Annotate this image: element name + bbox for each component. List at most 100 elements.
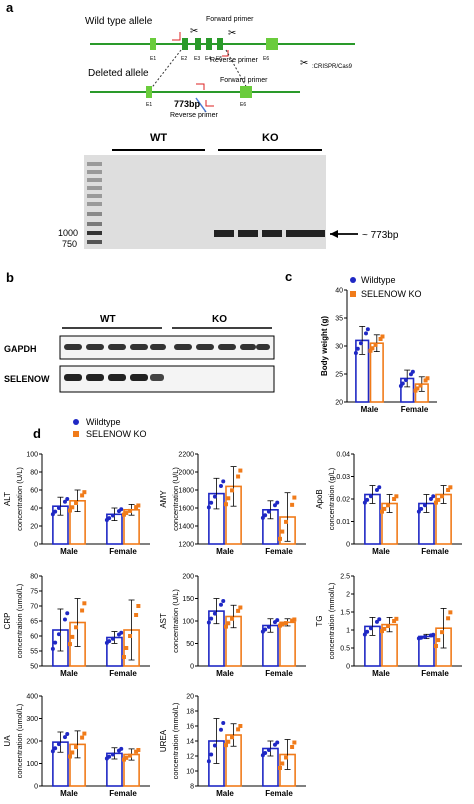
data-point — [263, 513, 268, 518]
data-point — [238, 468, 243, 473]
data-point — [382, 506, 387, 511]
data-point — [419, 506, 424, 511]
y-tick-label: 80 — [30, 574, 38, 581]
panel-a-letter: a — [6, 0, 14, 15]
blot-ko-label: KO — [212, 314, 227, 325]
data-point — [377, 485, 382, 490]
y-tick-label: 50 — [186, 641, 194, 648]
data-point — [374, 488, 379, 492]
data-point — [53, 509, 58, 514]
y-axis-label: UA — [3, 735, 12, 747]
tg-chart: 0 0.5 1 1.5 2 2.5 TG concentration (mmol/L) Male… — [315, 574, 462, 678]
data-point — [280, 529, 285, 534]
y-tick-label: 60 — [30, 488, 38, 495]
data-point — [278, 623, 282, 628]
data-point — [290, 745, 295, 749]
data-point — [380, 629, 384, 634]
y-tick-label: 0 — [34, 784, 38, 791]
y-tick-label: 2200 — [178, 452, 194, 459]
ua-chart: 0 100 200 300 400 UA concentration (umol/L) Mal… — [3, 694, 150, 798]
data-point — [212, 494, 217, 499]
reverse-primer-label: Reverse primer — [210, 57, 259, 64]
deleted-allele-label: Deleted allele — [88, 68, 149, 79]
y-tick-label: 18 — [186, 709, 194, 716]
data-point — [226, 739, 231, 744]
y-axis-unit: concentration (umol/L) — [15, 703, 24, 778]
x-tick-label: Female — [109, 669, 137, 678]
data-point — [398, 384, 403, 389]
y-tick-label: 1.5 — [340, 610, 350, 617]
y-tick-label: 100 — [26, 761, 38, 768]
y-tick-label: 0.02 — [336, 497, 350, 504]
panel-d-legend: Wildtype SELENOW KO — [73, 417, 147, 439]
data-point — [212, 611, 217, 616]
reverse-primer-label: Reverse primer — [170, 112, 219, 119]
data-point — [124, 511, 129, 516]
x-tick-label: Male — [216, 789, 234, 798]
selenow-label: SELENOW — [4, 374, 50, 384]
panel-a: a Wild type allele E1 E2 E3 E4 E5 E6 For… — [6, 0, 399, 249]
data-point — [365, 497, 370, 502]
data-point — [394, 616, 399, 621]
data-point — [230, 735, 235, 740]
legend-wildtype-marker — [350, 277, 356, 283]
exon-label: E4 — [205, 56, 211, 62]
data-point — [440, 494, 445, 499]
body-weight-chart: 20 25 30 35 40 Body weight (g) Male Female — [320, 288, 437, 414]
x-tick-label: Male — [372, 547, 390, 556]
data-point — [278, 536, 282, 541]
y-tick-label: 200 — [26, 739, 38, 746]
data-point — [50, 749, 55, 754]
data-point — [209, 752, 214, 757]
band-size-label: ~ 773bp — [362, 230, 399, 241]
data-point — [74, 625, 79, 630]
exon-e1-del — [146, 86, 152, 98]
data-point — [434, 644, 438, 649]
x-tick-label: Male — [60, 547, 78, 556]
y-axis-label: CRP — [3, 613, 12, 630]
data-point — [128, 753, 133, 758]
data-point — [56, 632, 61, 637]
data-point — [278, 766, 282, 770]
band-arrowhead — [330, 230, 338, 238]
y-tick-label: 200 — [182, 574, 194, 581]
data-point — [292, 617, 297, 622]
exon-e1-wt — [150, 38, 156, 50]
data-point — [266, 509, 271, 514]
exon-e3-wt — [195, 38, 201, 50]
data-point — [280, 761, 285, 766]
data-point — [70, 634, 75, 639]
ladder-750-label: 750 — [62, 239, 77, 249]
data-point — [136, 604, 141, 608]
y-tick-label: 2 — [346, 592, 350, 599]
data-point — [209, 616, 214, 621]
data-point — [122, 512, 126, 517]
y-tick-label: 1400 — [178, 524, 194, 531]
y-tick-label: 40 — [335, 288, 343, 295]
reverse-primer-arrow — [205, 100, 214, 107]
crp-chart: 50 55 60 65 70 75 80 CRP concentration (umol/L) M… — [3, 574, 150, 678]
panel-d-letter: d — [33, 426, 41, 441]
forward-primer-arrow — [196, 83, 205, 90]
data-point — [80, 735, 85, 740]
data-point — [284, 755, 289, 760]
panel-b: b WT KO GAPDH SELENOW — [4, 270, 275, 393]
data-point — [416, 636, 421, 641]
data-point — [122, 757, 126, 762]
urea-chart: 8 10 12 14 16 18 20 UREA concentration (mmol/L) M… — [159, 694, 306, 798]
data-point — [124, 755, 129, 760]
alt-chart: 0 20 40 60 80 100 ALT concentration (U/L) Male Fe… — [3, 452, 150, 556]
dashed-connector — [225, 49, 249, 91]
x-tick-label: Female — [421, 547, 449, 556]
x-tick-label: Male — [60, 789, 78, 798]
y-tick-label: 0 — [346, 664, 350, 671]
data-point — [110, 752, 115, 757]
legend-wildtype-marker — [73, 419, 79, 425]
data-point — [119, 630, 124, 635]
x-tick-label: Female — [265, 547, 293, 556]
data-point — [236, 474, 241, 479]
data-point — [373, 342, 378, 347]
gapdh-blot — [59, 335, 275, 360]
data-point — [221, 721, 226, 725]
exon-e5-wt — [217, 38, 223, 50]
